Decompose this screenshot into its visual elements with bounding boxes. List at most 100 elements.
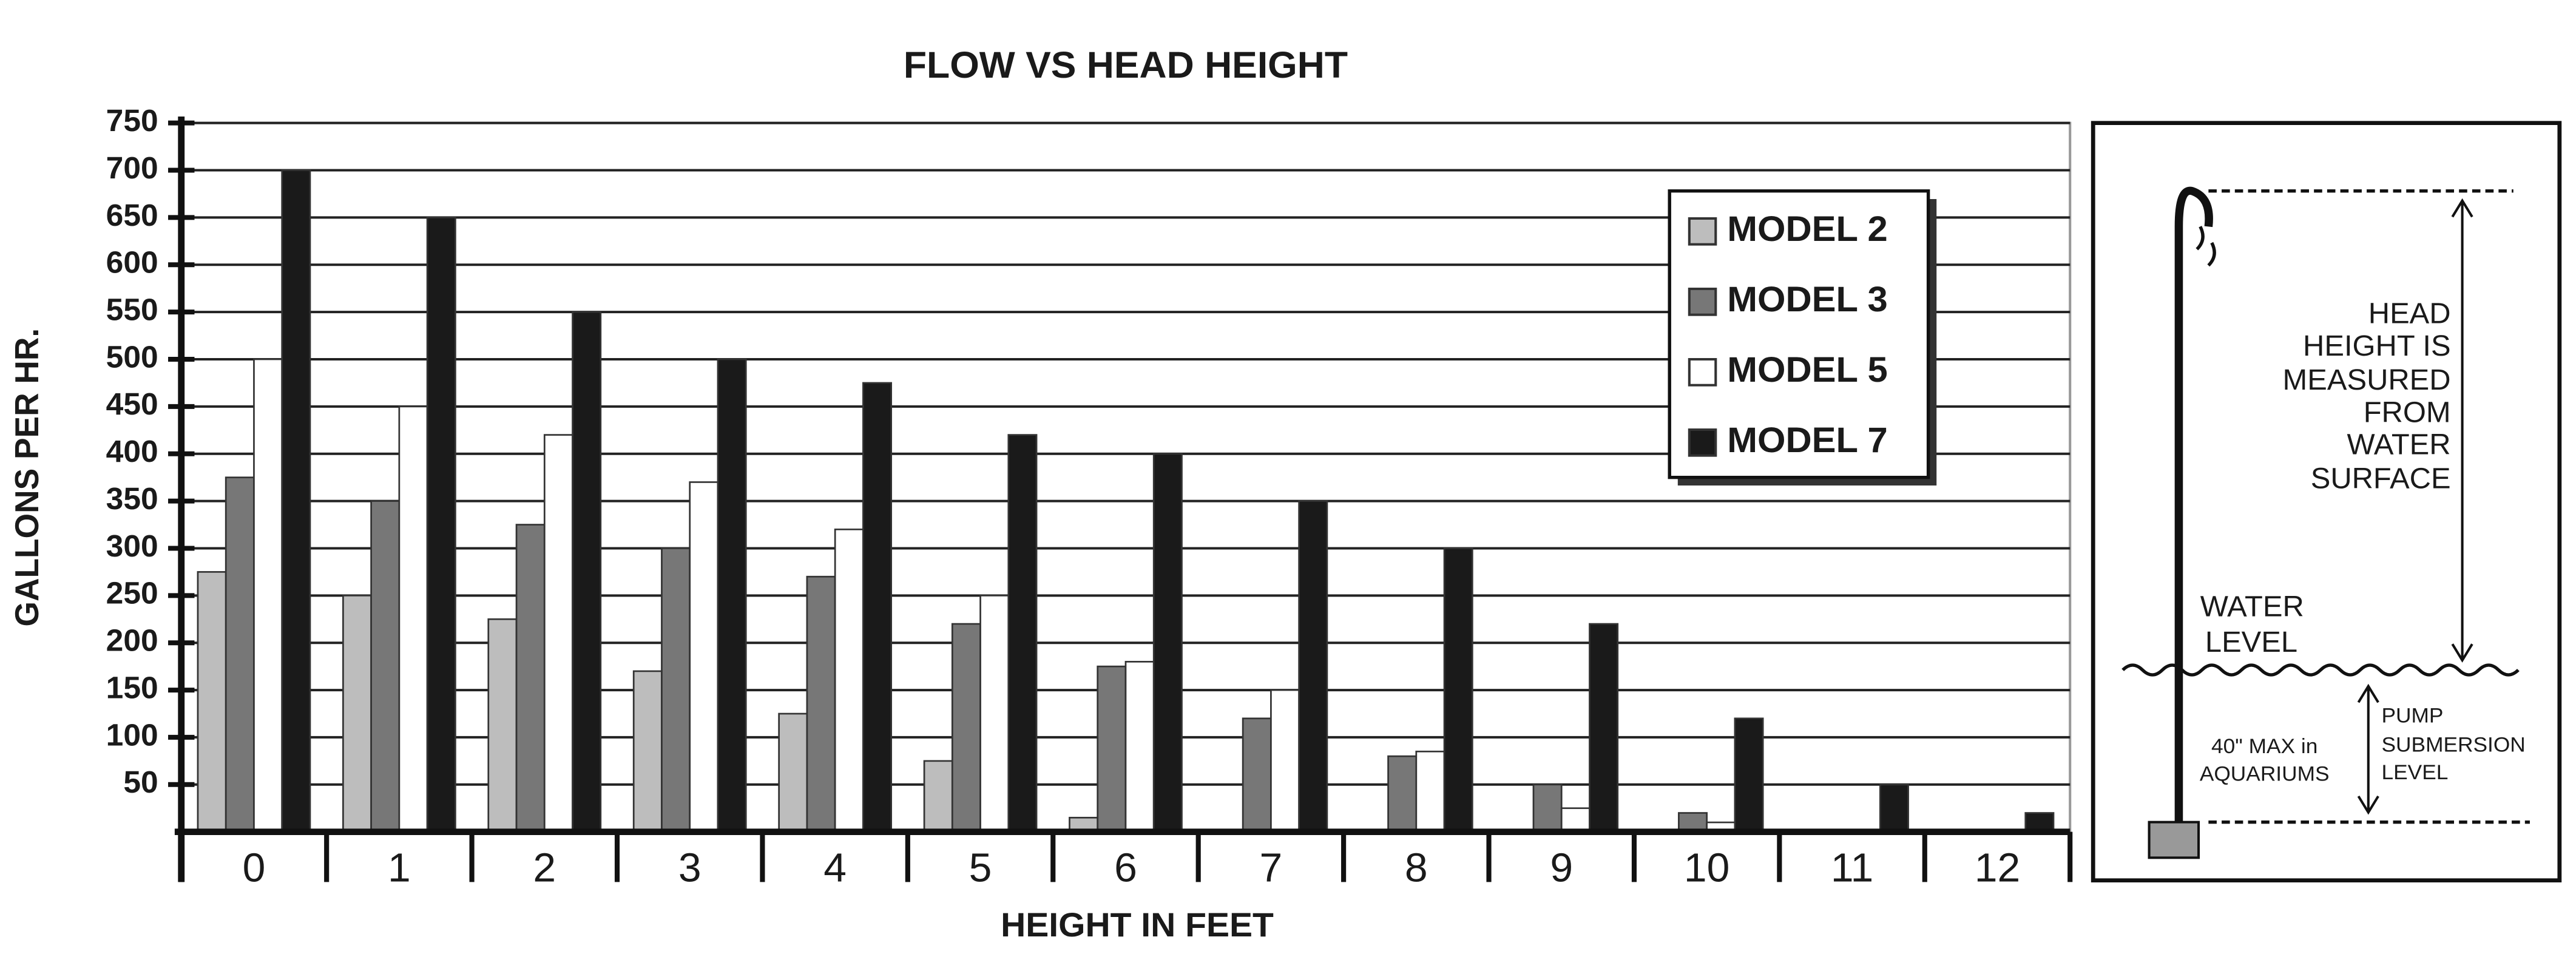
max-note: AQUARIUMS <box>2200 762 2330 786</box>
legend-swatch <box>1688 428 1717 457</box>
bar <box>1387 755 1418 833</box>
bar <box>1270 689 1300 833</box>
legend-entry: MODEL 7 <box>1727 419 1887 459</box>
bar <box>487 618 518 833</box>
y-tick-label: 750 <box>106 103 158 137</box>
head-note: HEIGHT IS <box>2303 330 2451 362</box>
bar <box>1560 807 1591 833</box>
y-tick-label: 700 <box>106 151 158 184</box>
head-arrow <box>2451 198 2473 663</box>
x-tick-label: 7 <box>1260 845 1283 890</box>
max-note: 40" MAX in <box>2211 734 2317 758</box>
bar <box>515 524 546 833</box>
y-tick-label: 550 <box>106 293 158 326</box>
y-axis-label: GALLONS PER HR. <box>9 328 46 627</box>
bar <box>281 169 311 833</box>
y-tick-label: 600 <box>106 245 158 279</box>
submersion-arrow <box>2357 683 2379 815</box>
x-tick-label: 12 <box>1975 845 2021 890</box>
legend-swatch <box>1688 357 1717 387</box>
pump <box>2148 820 2200 859</box>
bar <box>778 712 808 833</box>
bar <box>1152 453 1183 833</box>
legend-entry: MODEL 3 <box>1727 279 1887 319</box>
plot: 5010015020025030035040045050055060065070… <box>106 103 2073 890</box>
y-tick-label: 150 <box>106 671 158 705</box>
bar <box>1879 783 1909 833</box>
x-tick-label: 10 <box>1684 845 1730 890</box>
bar <box>923 760 953 833</box>
bar <box>661 547 691 833</box>
x-tick-label: 6 <box>1114 845 1137 890</box>
bar <box>632 670 663 833</box>
bar <box>1415 750 1445 833</box>
legend-entry: MODEL 5 <box>1727 349 1887 389</box>
bar <box>806 575 836 833</box>
y-tick-label: 650 <box>106 198 158 232</box>
x-tick-label: 11 <box>1831 845 1873 890</box>
bar <box>543 434 573 833</box>
legend-swatch <box>1688 217 1717 246</box>
legend-entry: MODEL 2 <box>1727 208 1887 248</box>
bar <box>197 571 227 833</box>
x-tick-label: 3 <box>678 845 701 890</box>
head-note: MEASURED <box>2283 364 2451 396</box>
x-tick-label: 8 <box>1405 845 1428 890</box>
pump-note: SUBMERSION <box>2382 733 2526 757</box>
bar <box>1589 623 1619 833</box>
pipe <box>2174 186 2213 825</box>
bar <box>1532 783 1563 833</box>
y-tick-label: 200 <box>106 623 158 657</box>
y-tick-label: 500 <box>106 340 158 374</box>
legend-swatch <box>1688 288 1717 316</box>
diagram: HEAD HEIGHT IS MEASURED FROM WATER SURFA… <box>2091 121 2562 882</box>
y-tick-label: 450 <box>106 387 158 421</box>
head-note: FROM <box>2364 396 2451 429</box>
bar <box>1242 717 1272 833</box>
bar <box>979 595 1010 833</box>
bar <box>834 528 864 833</box>
bar <box>1443 547 1473 833</box>
y-tick-label: 250 <box>106 576 158 610</box>
bar <box>1298 500 1328 833</box>
bar <box>342 595 372 833</box>
bar <box>253 358 283 833</box>
y-tick-label: 300 <box>106 529 158 563</box>
bar <box>398 405 428 833</box>
bar <box>717 358 747 833</box>
bar <box>689 481 719 833</box>
x-tick-label: 4 <box>823 845 847 890</box>
head-note: HEAD <box>2368 297 2451 330</box>
diagram-frame <box>2091 121 2562 882</box>
y-tick-label: 50 <box>123 765 158 799</box>
bar <box>1124 661 1155 833</box>
bar <box>862 382 893 833</box>
bar <box>370 500 401 833</box>
x-axis-label: HEIGHT IN FEET <box>1001 905 1274 943</box>
x-tick-label: 9 <box>1550 845 1573 890</box>
water-spray <box>2196 226 2216 267</box>
pump-note: PUMP <box>2382 704 2444 728</box>
bar <box>951 623 981 833</box>
x-tick-label: 0 <box>243 845 266 890</box>
bar <box>572 311 602 833</box>
water-level-note: LEVEL <box>2205 626 2297 658</box>
y-tick-label: 100 <box>106 718 158 752</box>
bar <box>225 476 255 833</box>
water-level-note: WATER <box>2200 590 2304 623</box>
bar <box>426 217 456 833</box>
y-tick-label: 350 <box>106 481 158 515</box>
x-tick-label: 1 <box>388 845 411 890</box>
bar <box>1734 717 1764 833</box>
x-tick-label: 5 <box>969 845 992 890</box>
water-surface <box>2121 663 2520 677</box>
x-tick-label: 2 <box>533 845 556 890</box>
bar <box>1097 665 1127 833</box>
head-note: SURFACE <box>2311 462 2451 495</box>
pump-note: LEVEL <box>2382 760 2449 784</box>
chart-title: FLOW VS HEAD HEIGHT <box>904 45 1348 86</box>
head-note: WATER <box>2347 428 2451 461</box>
y-tick-label: 400 <box>106 435 158 469</box>
